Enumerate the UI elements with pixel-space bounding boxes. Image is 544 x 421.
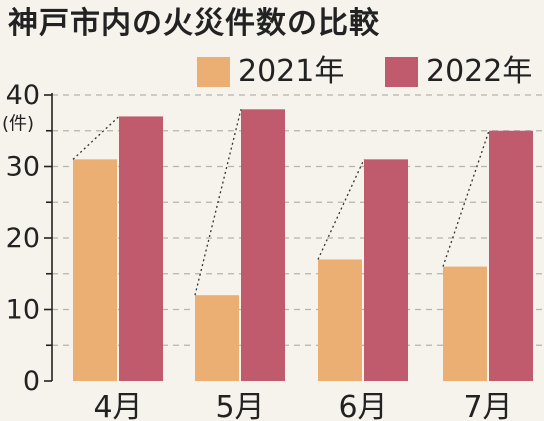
chart-title: 神戸市内の火災件数の比較	[8, 6, 380, 41]
legend-swatch-2022	[385, 57, 418, 87]
x-category-label: 4月	[93, 390, 142, 421]
legend-item-2021: 2021年	[197, 52, 344, 92]
y-axis-unit-label: (件)	[2, 114, 34, 135]
x-category-label: 7月	[463, 390, 512, 421]
x-category-label: 5月	[215, 390, 264, 421]
legend-label-2022: 2022年	[426, 54, 533, 89]
bar-connector	[442, 130, 490, 267]
bar-2021	[195, 295, 239, 381]
y-tick-label: 40	[6, 80, 40, 111]
legend-swatch-2021	[197, 57, 230, 87]
bar-2022	[119, 116, 163, 381]
legend-item-2022: 2022年	[385, 52, 532, 92]
x-category-label: 6月	[338, 390, 387, 421]
bar-2022	[364, 159, 408, 381]
y-tick-label: 30	[6, 152, 40, 183]
bar-2021	[73, 159, 117, 381]
legend-label-2021: 2021年	[238, 54, 345, 89]
bar-2021	[318, 259, 362, 381]
y-tick-label: 20	[6, 223, 40, 254]
bar-2022	[489, 130, 533, 381]
y-tick-label: 0	[23, 366, 40, 397]
bar-2022	[241, 109, 285, 382]
chart-legend: 2021年 2022年	[0, 52, 544, 92]
bar-2021	[443, 266, 487, 381]
bar-connector	[72, 115, 120, 160]
bar-connector	[317, 159, 365, 260]
bar-connector	[194, 109, 242, 296]
y-tick-label: 10	[6, 295, 40, 326]
